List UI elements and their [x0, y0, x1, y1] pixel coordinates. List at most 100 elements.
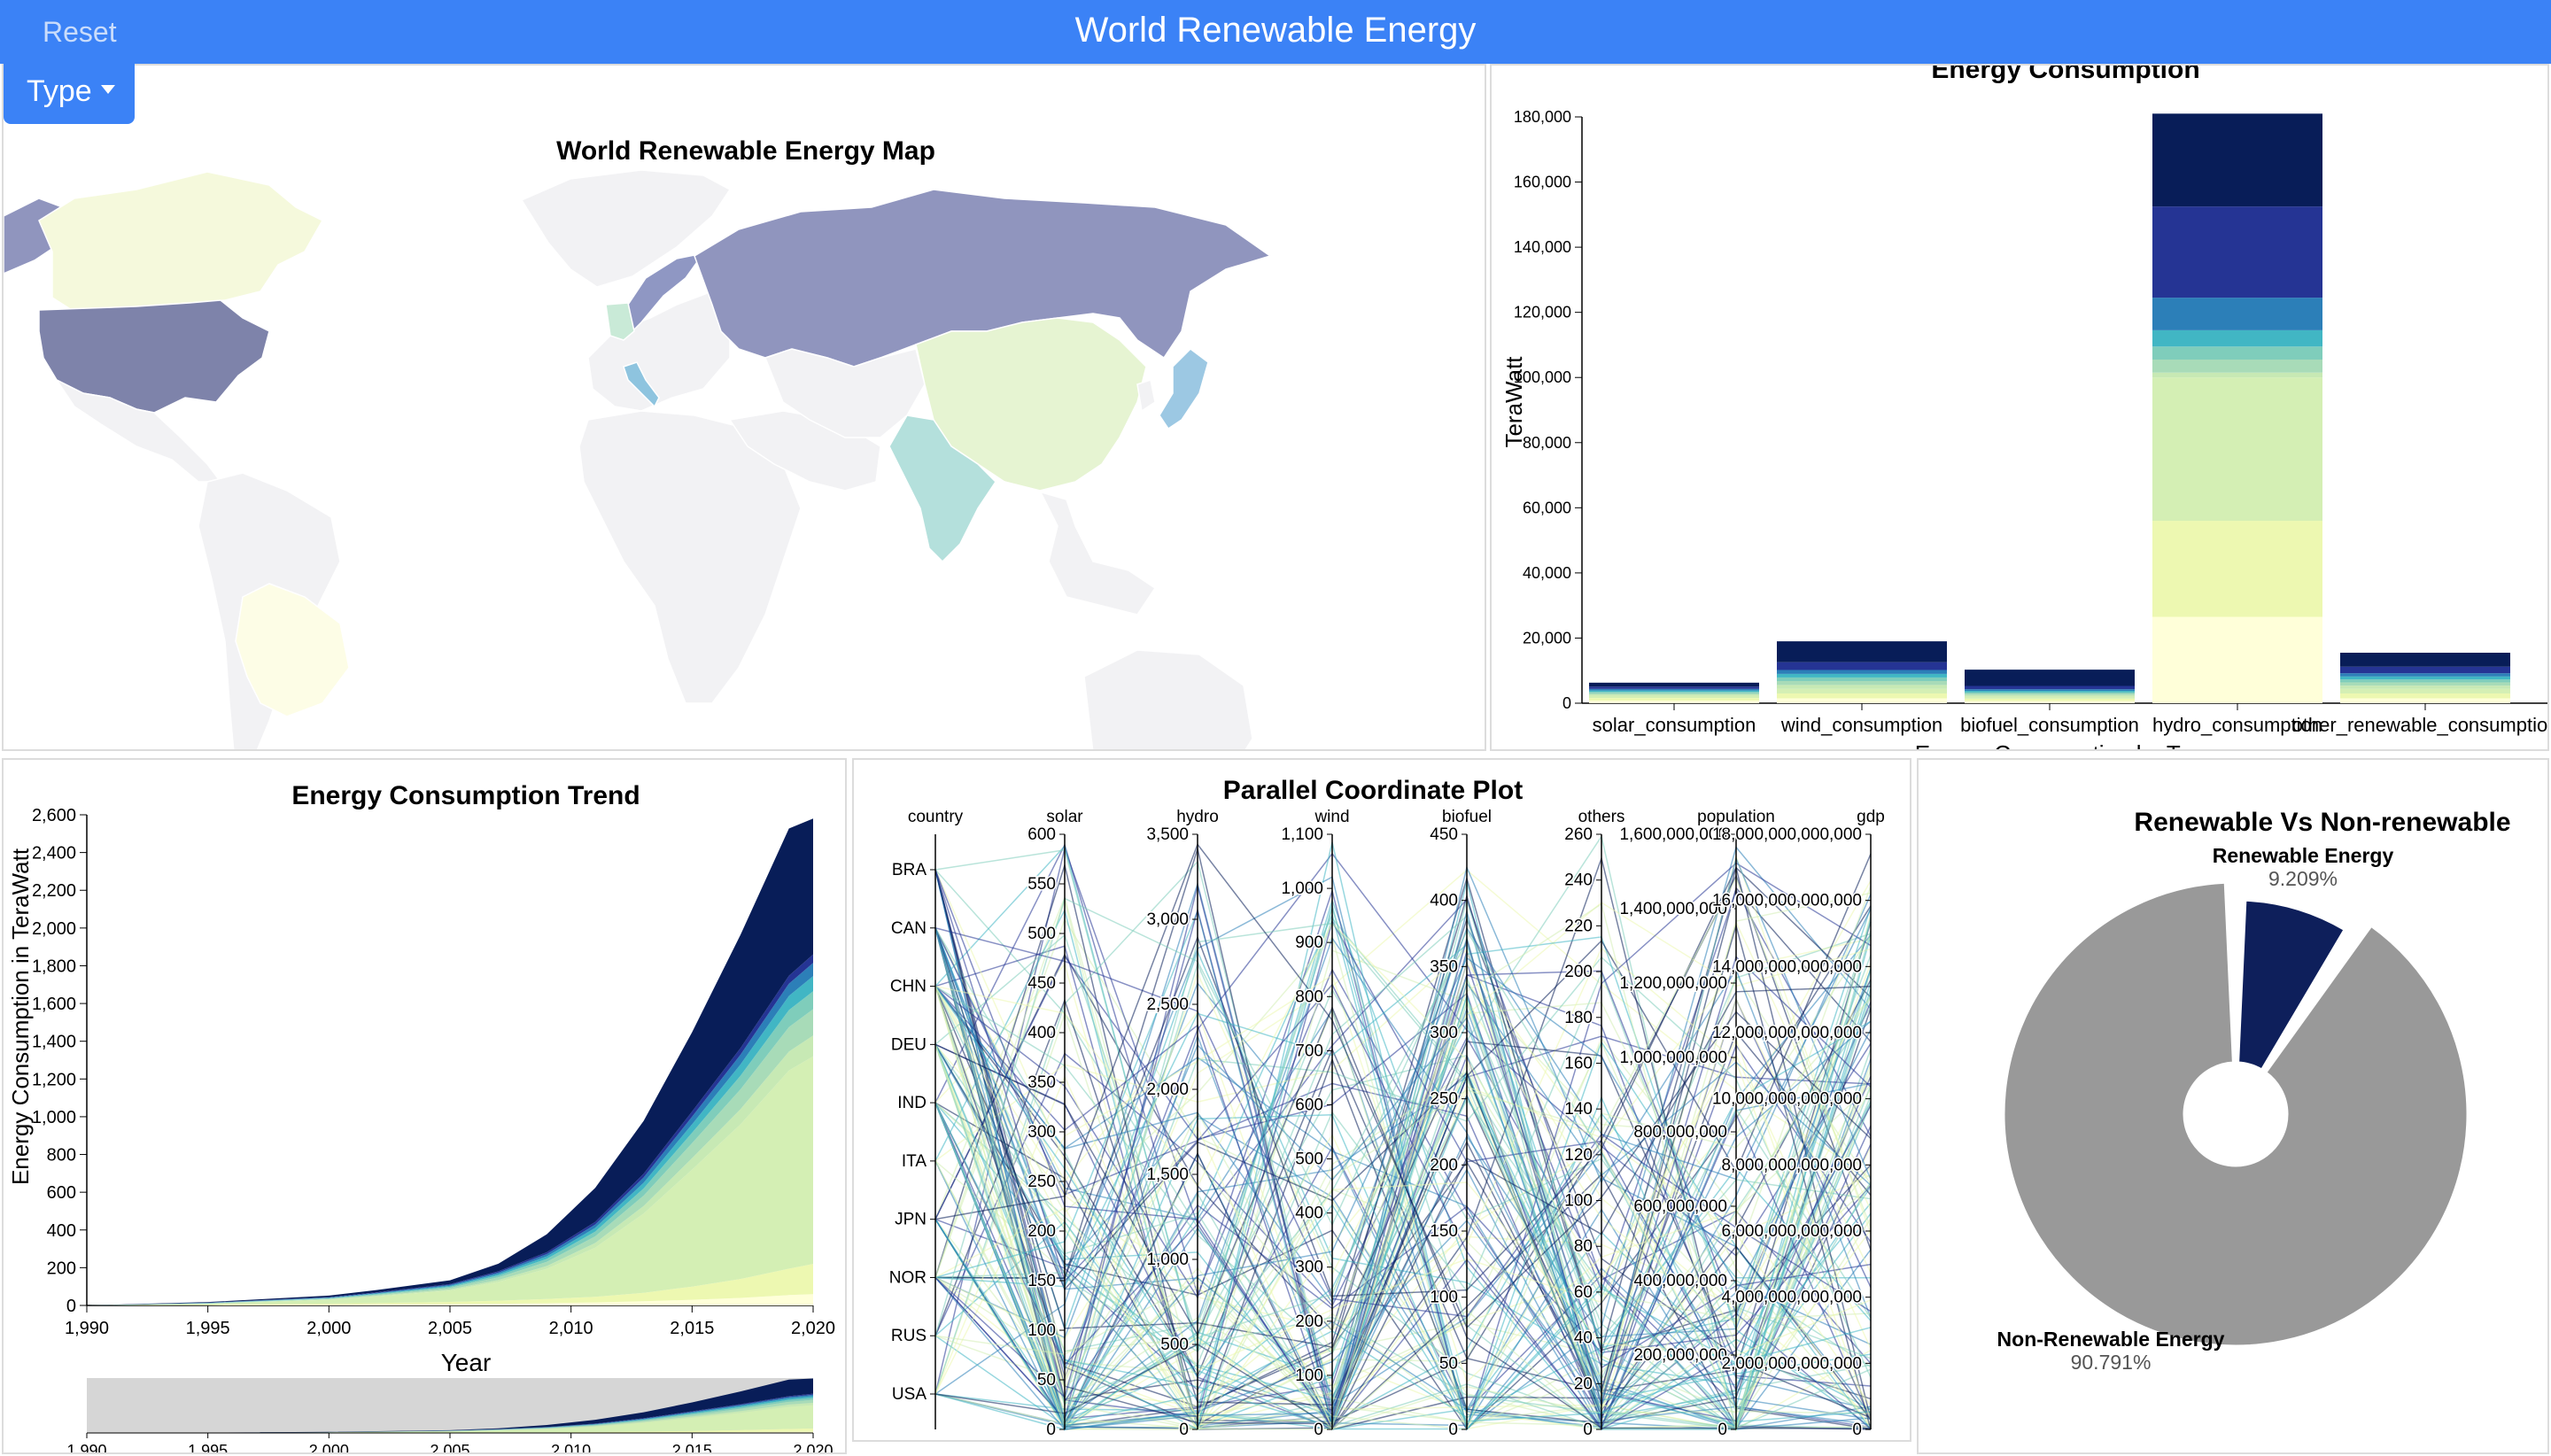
parallel-line [934, 846, 1872, 1430]
parallel-axis-tick-label: 20 [1574, 1375, 1593, 1393]
bar-chart-ylabel: TeraWatt [1500, 356, 1527, 448]
bar-y-tick-label: 140,000 [1514, 238, 1571, 256]
parallel-axis-tick-label: 250 [1430, 1090, 1458, 1109]
energy-trend-chart: Energy Consumption Trend Energy Consumpt… [7, 781, 835, 1454]
bar-segment [2152, 298, 2322, 330]
map-country-southeast-asia[interactable] [1004, 481, 1157, 616]
trend-x-tick-label: 2,000 [306, 1319, 351, 1338]
trend-chart-xlabel: Year [441, 1349, 492, 1376]
trend-y-tick-label: 2,000 [32, 919, 76, 939]
trend-area-series [87, 818, 813, 1305]
parallel-line [934, 1022, 1872, 1425]
parallel-axis-tick-label: 8,000,000,000,000 [1722, 1156, 1863, 1174]
parallel-axis-tick-label: 0 [1179, 1421, 1189, 1439]
parallel-line [934, 905, 1872, 1430]
trend-area-series [87, 1056, 813, 1305]
map-country-mexico[interactable] [54, 378, 222, 483]
world-map[interactable]: World Renewable Energy Map [4, 66, 1486, 751]
bar-segment [2152, 616, 2322, 703]
parallel-axis-tick-label: 4,000,000,000,000 [1722, 1289, 1863, 1307]
bar-segment [1589, 695, 1759, 699]
bar-segment [1777, 670, 1947, 674]
parallel-country-label: CAN [891, 919, 927, 938]
parallel-line [934, 927, 1872, 1430]
top-nav-bar: Reset World Renewable Energy [0, 0, 2551, 64]
bar-segment [1777, 693, 1947, 699]
bar-segment [1965, 692, 2135, 693]
parallel-axis-tick-label: 0 [1448, 1421, 1458, 1439]
parallel-axis-tick-label: 600,000,000 [1633, 1197, 1727, 1216]
map-country-germany[interactable] [605, 302, 635, 341]
bar-x-tick-label: wind_consumption [1780, 714, 1942, 736]
parallel-country-label: CHN [890, 978, 927, 996]
bar-segment [1589, 686, 1759, 689]
parallel-axis-tick-label: 50 [1037, 1371, 1056, 1390]
bar-segment [1965, 694, 2135, 697]
renewable-pie-chart: Renewable Vs Non-renewable Renewable Ene… [1997, 808, 2511, 1374]
bar-y-tick-label: 0 [1562, 694, 1571, 712]
bar-segment [1777, 698, 1947, 703]
energy-trend-panel: Energy Consumption Trend Energy Consumpt… [2, 758, 847, 1454]
bar-segment [1965, 670, 2135, 686]
trend-area-series [87, 1294, 813, 1305]
bar-segment [1589, 693, 1759, 695]
parallel-line [934, 922, 1872, 1349]
bar-y-tick-label: 100,000 [1514, 368, 1571, 386]
parallel-line [934, 842, 1872, 1329]
map-country-japan[interactable] [1159, 348, 1209, 430]
map-country-usa[interactable] [38, 299, 270, 414]
bar-segment [1777, 641, 1947, 662]
bar-segment [2340, 652, 2510, 667]
trend-mini-x-tick-label: 1,995 [188, 1442, 228, 1454]
map-country-korea[interactable] [1136, 379, 1156, 413]
parallel-country-label: RUS [891, 1327, 927, 1345]
parallel-line [934, 869, 1872, 1430]
parallel-line [934, 876, 1872, 1431]
bar-segment [1777, 688, 1947, 693]
parallel-axis-tick-label: 400 [1430, 892, 1458, 910]
bar-segment [1777, 677, 1947, 681]
bar-segment [1777, 685, 1947, 689]
trend-mini-x-tick-label: 2,005 [430, 1442, 469, 1454]
parallel-line [934, 1037, 1872, 1421]
bar-x-tick-label: solar_consumption [1593, 714, 1756, 736]
parallel-line [934, 1085, 1872, 1430]
bar-segment [2152, 113, 2322, 207]
bar-segment [1589, 682, 1759, 687]
map-country-australia[interactable] [1083, 649, 1253, 751]
map-country-europe[interactable] [587, 290, 731, 412]
pie-nonrenewable-percent: 90.791% [2071, 1351, 2152, 1374]
trend-y-tick-label: 2,200 [32, 881, 76, 901]
bar-segment [1589, 698, 1759, 701]
parallel-axis-tick-label: 3,000 [1146, 910, 1189, 929]
parallel-axis-tick-label: 300 [1027, 1123, 1056, 1142]
bar-segment [1965, 691, 2135, 693]
map-country-canada[interactable] [38, 171, 324, 313]
trend-x-tick-label: 2,005 [428, 1319, 472, 1338]
parallel-axis-tick-label: 300 [1430, 1024, 1458, 1042]
trend-y-tick-label: 2,600 [32, 806, 76, 825]
pie-title: Renewable Vs Non-renewable [2134, 808, 2510, 837]
map-country-italy[interactable] [623, 361, 660, 408]
trend-y-tick-label: 600 [47, 1183, 76, 1203]
parallel-line [934, 876, 1872, 1430]
bar-segment [1965, 701, 2135, 703]
renewable-pie-panel: Renewable Vs Non-renewable Renewable Ene… [1917, 758, 2549, 1454]
map-country-brazil[interactable] [235, 583, 350, 717]
parallel-axis-label: solar [1046, 808, 1083, 826]
parallel-line [934, 1020, 1872, 1430]
trend-y-tick-label: 1,400 [32, 1033, 76, 1052]
app-title: World Renewable Energy [1074, 11, 1477, 50]
parallel-line [934, 927, 1872, 1415]
reset-button[interactable]: Reset [43, 16, 117, 48]
parallel-country-label: USA [892, 1385, 927, 1404]
parallel-axis-tick-label: 350 [1430, 957, 1458, 976]
bar-segment [1965, 685, 2135, 690]
trend-x-tick-label: 1,995 [186, 1319, 230, 1338]
map-country-greenland[interactable] [520, 169, 732, 288]
parallel-axis-tick-label: 350 [1027, 1073, 1056, 1092]
parallel-country-label: DEU [891, 1035, 927, 1054]
type-dropdown-button[interactable]: Type [4, 58, 135, 124]
parallel-axis-tick-label: 1,100 [1281, 825, 1323, 844]
map-country-india[interactable] [888, 414, 996, 563]
